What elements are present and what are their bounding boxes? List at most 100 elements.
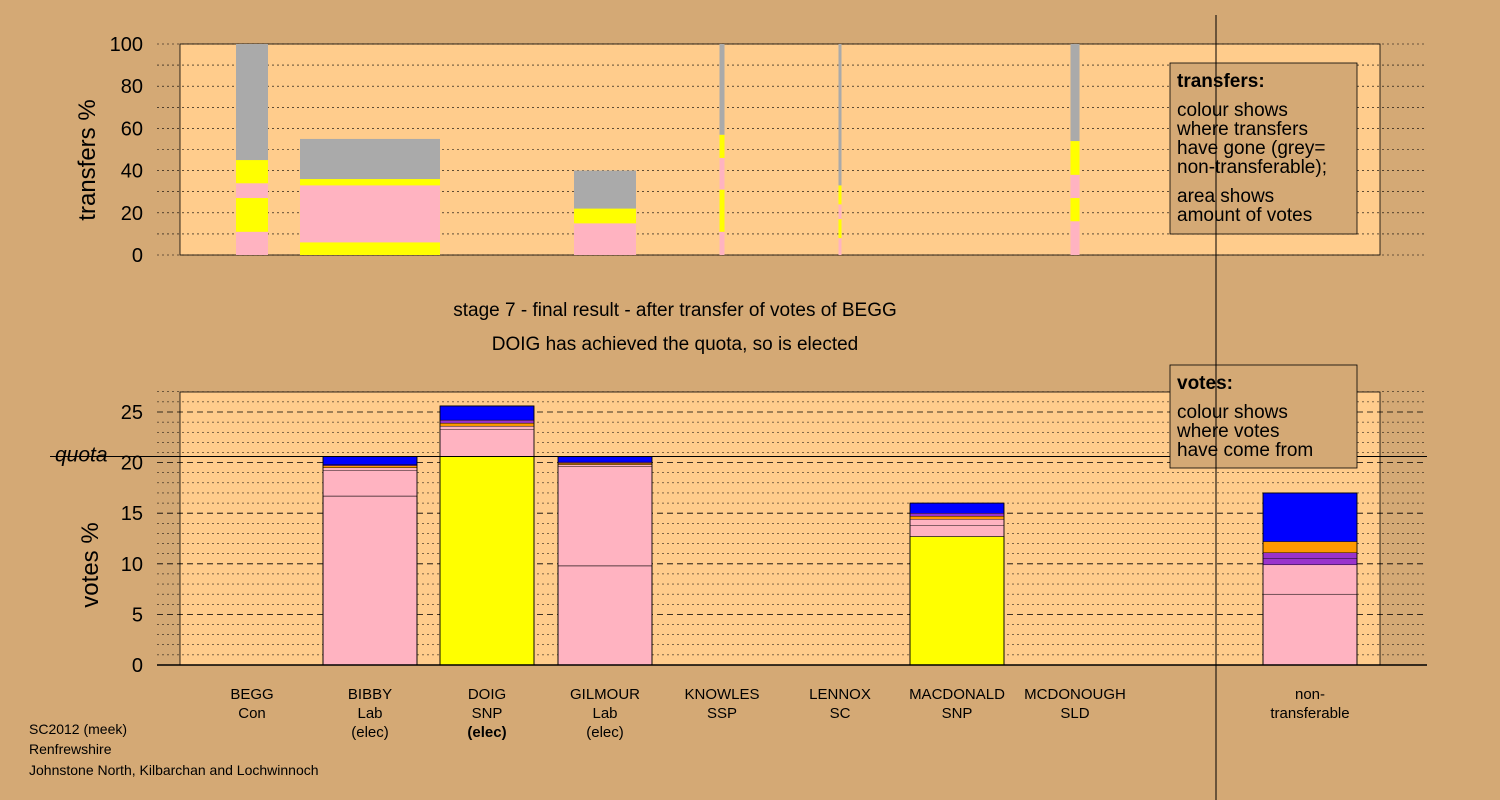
candidate-name: BEGG — [230, 686, 273, 703]
vote-segment — [909, 516, 1005, 520]
vote-segment — [557, 464, 653, 467]
transfer-segment — [838, 44, 842, 186]
candidate-party: SSP — [707, 705, 737, 722]
transfers-y-tick-label: 40 — [121, 161, 143, 183]
candidate-labels: BEGG Con BIBBY Lab (elec) DOIG SNP (elec) GILMOU… — [230, 686, 1349, 741]
vote-segment — [1262, 492, 1358, 542]
vote-segment — [1262, 552, 1358, 559]
transfer-segment — [838, 219, 842, 239]
candidate-status: (elec) — [351, 724, 389, 741]
candidate-name: non- — [1295, 686, 1325, 703]
vote-segment — [439, 405, 535, 421]
transfer-segment — [719, 189, 725, 232]
candidate-party: SLD — [1060, 705, 1089, 722]
vote-segment — [439, 456, 535, 666]
vote-segment — [557, 466, 653, 567]
transfer-segment — [719, 231, 725, 255]
transfer-segment — [719, 44, 725, 135]
votes-y-tick-label: 0 — [132, 655, 143, 677]
transfer-segment — [574, 170, 636, 209]
vote-segment — [322, 467, 418, 471]
candidate-name: MACDONALD — [909, 686, 1005, 703]
stage-heading: stage 7 - final result - after transfer … — [453, 300, 897, 321]
transfers-y-tick-label: 80 — [121, 76, 143, 98]
vote-segment — [909, 525, 1005, 537]
candidate-name: GILMOUR — [570, 686, 640, 703]
candidate-status: (elec) — [467, 724, 506, 741]
transfers-legend-line: non-transferable); — [1177, 157, 1327, 178]
candidate-party: Con — [238, 705, 266, 722]
vote-segment — [557, 565, 653, 666]
votes-legend-line: colour shows — [1177, 402, 1288, 423]
transfer-segment — [719, 134, 725, 158]
transfer-segment — [1070, 141, 1080, 175]
votes-legend-line: where votes — [1176, 421, 1279, 442]
transfer-segment — [838, 185, 842, 205]
transfer-segment — [236, 44, 268, 161]
transfers-bars — [236, 44, 1080, 255]
candidate-party: SC — [830, 705, 851, 722]
vote-segment — [1262, 541, 1358, 553]
transfer-segment — [236, 231, 268, 255]
transfers-y-axis: 0 20 40 60 80 100 — [110, 34, 143, 267]
vote-segment — [909, 519, 1005, 526]
transfers-legend: transfers: colour shows where transfers … — [1169, 62, 1358, 235]
vote-segment — [322, 495, 418, 666]
transfer-segment — [1070, 198, 1080, 222]
votes-y-tick-label: 5 — [132, 604, 143, 626]
vote-segment — [439, 422, 535, 427]
transfers-legend-line: colour shows — [1177, 100, 1288, 121]
votes-bars — [322, 405, 1358, 666]
footer-council: Renfrewshire — [29, 741, 112, 757]
transfers-y-tick-label: 100 — [110, 34, 143, 56]
transfers-legend-line: area shows — [1177, 186, 1274, 207]
transfer-segment — [574, 223, 636, 255]
votes-legend-title: votes: — [1177, 373, 1233, 394]
votes-y-tick-label: 10 — [121, 554, 143, 576]
vote-segment — [909, 502, 1005, 514]
vote-segment — [322, 456, 418, 465]
transfers-legend-line: have gone (grey= — [1177, 138, 1325, 159]
transfers-y-tick-label: 60 — [121, 118, 143, 140]
transfers-y-axis-label: transfers % — [74, 99, 101, 220]
vote-segment — [557, 462, 653, 465]
transfer-segment — [838, 204, 842, 220]
candidate-name: DOIG — [468, 686, 506, 703]
transfer-segment — [1070, 44, 1080, 142]
vote-segment — [1262, 558, 1358, 566]
votes-y-tick-label: 25 — [121, 402, 143, 424]
transfers-y-tick-label: 20 — [121, 203, 143, 225]
elected-heading: DOIG has achieved the quota, so is elect… — [492, 334, 859, 355]
vote-segment — [439, 429, 535, 457]
transfer-segment — [236, 183, 268, 199]
transfer-segment — [1070, 221, 1080, 255]
candidate-name: KNOWLES — [684, 686, 759, 703]
transfer-segment — [574, 208, 636, 224]
transfer-segment — [300, 179, 440, 186]
candidate-party: Lab — [357, 705, 382, 722]
vote-segment — [322, 465, 418, 468]
transfer-segment — [300, 185, 440, 243]
vote-segment — [909, 513, 1005, 517]
candidate-name: BIBBY — [348, 686, 392, 703]
transfer-segment — [300, 138, 440, 180]
transfer-segment — [719, 157, 725, 190]
votes-y-tick-label: 20 — [121, 453, 143, 475]
transfers-legend-title: transfers: — [1177, 71, 1265, 92]
candidate-party: transferable — [1270, 705, 1349, 722]
votes-y-tick-label: 15 — [121, 503, 143, 525]
candidate-status: (elec) — [586, 724, 624, 741]
candidate-party: SNP — [942, 705, 973, 722]
vote-segment — [1262, 564, 1358, 595]
vote-segment — [439, 419, 535, 424]
vote-segment — [322, 470, 418, 497]
vote-segment — [557, 456, 653, 463]
candidate-name: LENNOX — [809, 686, 871, 703]
votes-y-axis-label: votes % — [77, 522, 104, 607]
quota-label: quota — [55, 444, 108, 467]
candidate-name: MCDONOUGH — [1024, 686, 1126, 703]
transfers-y-tick-label: 0 — [132, 245, 143, 267]
footer-method: SC2012 (meek) — [29, 721, 127, 737]
votes-legend: votes: colour shows where votes have com… — [1169, 364, 1358, 469]
